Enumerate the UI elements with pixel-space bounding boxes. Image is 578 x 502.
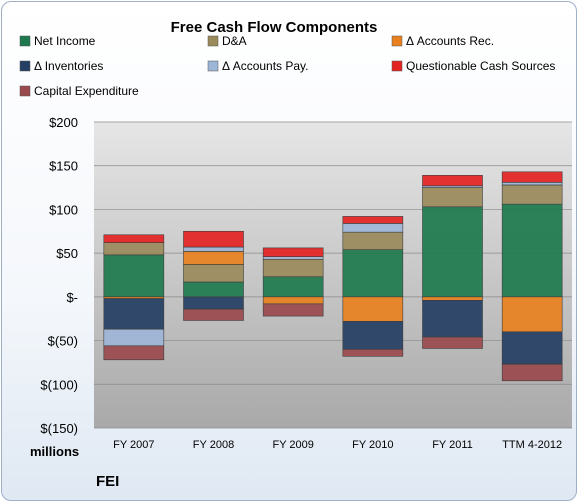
y-tick-label: $200 <box>49 115 78 130</box>
legend: Net Income D&A Δ Accounts Rec. Δ Inventorie… <box>19 34 555 98</box>
legend-swatch-2 <box>391 35 403 47</box>
legend-label-5: Questionable Cash Sources <box>406 59 555 73</box>
y-tick-label: $50 <box>56 246 78 261</box>
bar-segment <box>183 251 244 265</box>
bar-segment <box>183 264 244 283</box>
legend-swatch-0 <box>19 35 31 47</box>
bar-segment <box>501 171 563 183</box>
bars <box>103 171 563 382</box>
bar-segment <box>103 242 165 256</box>
bar-segment <box>262 247 324 257</box>
bar-segment <box>501 331 563 365</box>
bar-segment <box>262 256 324 260</box>
legend-label-6: Capital Expenditure <box>34 84 139 98</box>
bar-segment <box>422 206 483 298</box>
legend-swatch-1 <box>207 35 219 47</box>
y-tick-label: $(150) <box>40 421 78 436</box>
legend-label-4: Δ Accounts Pay. <box>222 59 309 73</box>
legend-swatch-4 <box>207 60 219 72</box>
bar-segment <box>342 249 404 298</box>
bar-segment <box>103 328 165 347</box>
legend-label-0: Net Income <box>34 34 96 48</box>
x-tick-label: FY 2011 <box>432 439 473 451</box>
x-tick-label: FY 2007 <box>113 439 154 451</box>
bar-segment <box>422 175 483 187</box>
bar-segment <box>183 296 244 310</box>
bar-segment <box>103 234 165 243</box>
bar-segment <box>501 296 563 333</box>
bar-segment <box>103 254 165 298</box>
y-tick-label: $(50) <box>48 334 78 349</box>
x-tick-label: FY 2008 <box>193 439 234 451</box>
x-tick-label: TTM 4-2012 <box>502 439 562 451</box>
bar-segment <box>501 363 563 382</box>
legend-swatch-6 <box>19 85 31 97</box>
bar-segment <box>342 223 404 233</box>
x-axis: FY 2007 FY 2008 FY 2009 FY 2010 FY 2011 TTM 4… <box>113 439 562 451</box>
bar-segment <box>422 300 483 338</box>
bar-segment <box>262 303 324 317</box>
x-tick-label: FY 2009 <box>272 439 313 451</box>
bar-segment <box>342 349 404 357</box>
bar-segment <box>183 230 244 248</box>
gridlines <box>94 121 572 429</box>
bar-segment <box>262 296 324 305</box>
bar-segment <box>342 231 404 250</box>
x-tick-label: FY 2010 <box>352 439 393 451</box>
bar-segment <box>501 184 563 205</box>
y-tick-label: $(100) <box>40 377 78 392</box>
chart-title: Free Cash Flow Components <box>171 19 378 36</box>
bar-segment <box>262 258 324 278</box>
bar-segment <box>501 182 563 186</box>
y-axis: $200 $150 $100 $50 $- $(50) $(100) $(150) <box>40 115 78 436</box>
legend-label-3: Δ Inventories <box>34 59 103 73</box>
bar-segment <box>342 296 404 322</box>
y-tick-label: $- <box>66 290 78 305</box>
bar-segment <box>342 321 404 350</box>
company-label: FEI <box>96 473 119 490</box>
y-tick-label: $150 <box>49 159 78 174</box>
bar-segment <box>422 187 483 208</box>
bar-segment <box>501 203 563 298</box>
legend-swatch-5 <box>391 60 403 72</box>
bar-segment <box>422 336 483 349</box>
bar-segment <box>183 281 244 298</box>
unit-label: millions <box>30 444 79 459</box>
bar-segment <box>183 246 244 252</box>
legend-label-2: Δ Accounts Rec. <box>406 34 494 48</box>
y-tick-label: $100 <box>49 202 78 217</box>
plot-area <box>94 122 572 428</box>
bar-segment <box>103 345 165 361</box>
bar-segment <box>342 216 404 224</box>
bar-segment <box>183 308 244 321</box>
legend-label-1: D&A <box>222 34 247 48</box>
bar-segment <box>422 296 483 301</box>
bar-segment <box>262 276 324 298</box>
bar-segment <box>103 298 165 330</box>
legend-swatch-3 <box>19 60 31 72</box>
